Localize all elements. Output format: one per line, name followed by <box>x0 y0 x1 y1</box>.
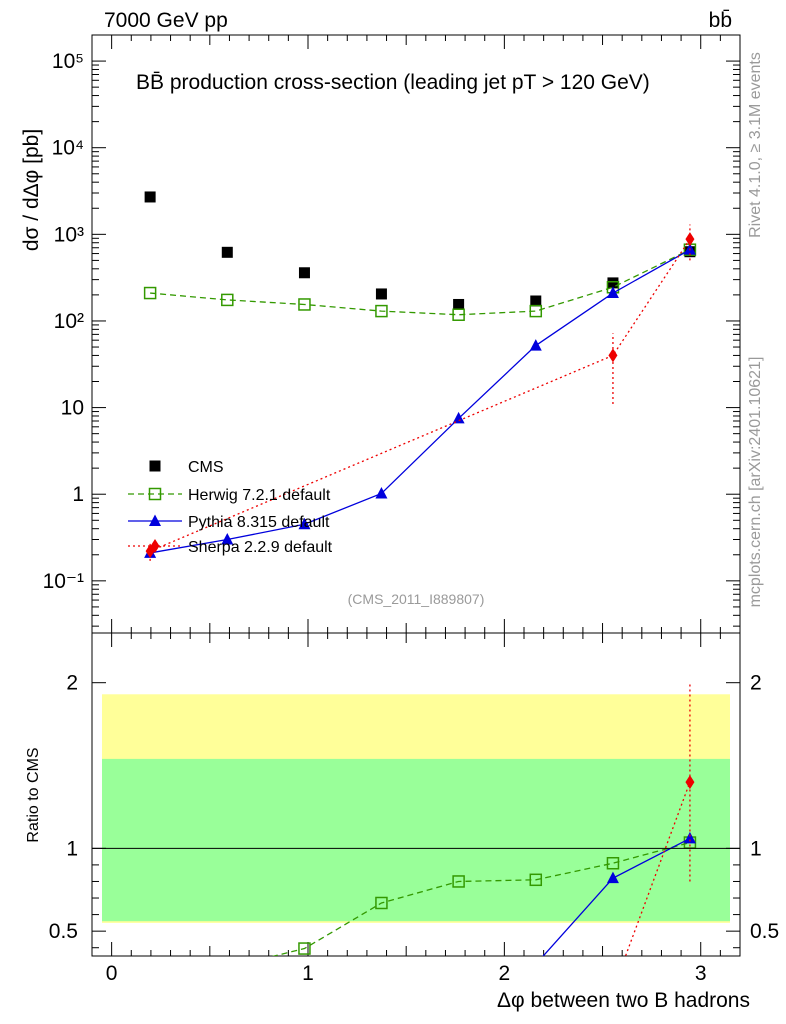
legend-cms-label: CMS <box>188 459 224 476</box>
ratio-series-group <box>144 682 697 1021</box>
main-y-tick-label: 10² <box>54 310 84 333</box>
main-cms-point <box>298 267 310 279</box>
ratio-herwig-point <box>222 962 233 973</box>
process-label: bb̄ <box>709 9 732 32</box>
main-y-tick-label: 10⁻¹ <box>43 570 84 593</box>
main-cms-point <box>375 288 387 300</box>
main-y-tick-label: 10⁵ <box>52 50 84 73</box>
ratio-y-tick-label-right: 2 <box>750 672 762 695</box>
main-cms-point <box>453 298 465 310</box>
main-y-tick-label: 10³ <box>54 223 84 246</box>
main-sherpa-line <box>149 238 691 552</box>
ratio-y-tick-label-left: 0.5 <box>49 920 78 943</box>
legend-pythia-label: Pythia 8.315 default <box>188 514 330 531</box>
ratio-pythia-point <box>530 958 542 970</box>
main-cms-point <box>607 277 619 289</box>
ratio-herwig-point <box>145 996 156 1007</box>
ratio-y-tick-label-left: 2 <box>66 672 78 695</box>
ratio-herwig-point <box>606 856 620 870</box>
legend-sherpa-label: Sherpa 2.2.9 default <box>188 539 333 556</box>
main-herwig-point <box>143 286 157 300</box>
x-axis-title: Δφ between two B hadrons <box>497 989 750 1012</box>
ratio-pythia-point <box>298 1007 310 1019</box>
main-cms-point <box>221 246 233 258</box>
legend: CMS Herwig 7.2.1 default Pythia 8.315 defa… <box>128 459 333 556</box>
ratio-herwig-point <box>375 896 388 910</box>
main-cms-point <box>144 191 156 203</box>
ratio-panel-frame <box>91 632 741 957</box>
main-pythia-point <box>375 486 388 499</box>
legend-herwig-label: Herwig 7.2.1 default <box>188 487 331 504</box>
main-sherpa-point <box>608 348 618 363</box>
x-tick-label: 1 <box>302 962 314 985</box>
ratio-y-tick-label-right: 1 <box>750 837 762 860</box>
main-series-group <box>143 191 697 561</box>
main-pythia-line <box>150 249 691 554</box>
ratio-y-tick-labels: 0.5 0.5 1 1 2 2 <box>49 672 779 943</box>
main-pythia-point <box>221 533 234 545</box>
x-tick-label: 0 <box>106 962 118 985</box>
ratio-pythia-point <box>683 831 696 844</box>
main-herwig-point <box>221 293 234 307</box>
analysis-id-label: (CMS_2011_I889807) <box>348 591 485 607</box>
main-pythia-point <box>298 517 311 530</box>
legend-sherpa-marker <box>150 539 160 553</box>
beam-label: 7000 GeV pp <box>104 9 228 32</box>
main-pythia-point <box>529 339 542 351</box>
mcplots-label: mcplots.cern.ch [arXiv:2401.10621] <box>747 357 764 608</box>
main-herwig-point <box>452 308 465 321</box>
ratio-y-tick-label-right: 0.5 <box>750 920 779 943</box>
ratio-herwig-point <box>529 873 543 887</box>
axis-ticks <box>92 34 740 956</box>
ratio-herwig-line <box>271 841 691 956</box>
main-y-axis-title: dσ / dΔφ [pb] <box>20 129 43 251</box>
x-tick-labels: 0 1 2 3 <box>106 962 707 985</box>
main-y-tick-label: 10 <box>61 397 84 420</box>
ratio-sherpa-point <box>146 1007 155 1021</box>
ratio-pythia-point <box>144 1007 156 1019</box>
main-y-tick-label: 10⁴ <box>52 137 84 160</box>
x-tick-label: 2 <box>499 962 511 985</box>
main-herwig-point <box>375 304 388 318</box>
x-tick-label: 3 <box>695 962 707 985</box>
ratio-herwig-point <box>452 875 465 888</box>
main-y-tick-label: 1 <box>72 483 84 506</box>
main-y-tick-labels: 10⁻¹ 1 10 10² 10³ 10⁴ 10⁵ <box>43 50 84 593</box>
ratio-pythia-point <box>221 1007 233 1019</box>
main-herwig-point <box>529 304 543 318</box>
legend-cms-marker <box>149 460 161 472</box>
ratio-band-1 <box>102 758 730 922</box>
legend-pythia-marker <box>149 514 161 526</box>
ratio-bands <box>102 694 730 923</box>
ratio-y-axis-title: Ratio to CMS <box>25 747 42 842</box>
ratio-y-tick-label-left: 1 <box>66 837 78 860</box>
ratio-pythia-point <box>375 1007 387 1019</box>
main-herwig-line <box>150 249 691 316</box>
ratio-sherpa-point <box>685 775 695 790</box>
main-sherpa-point <box>685 232 695 247</box>
ratio-herwig-point <box>298 942 311 955</box>
ratio-pythia-point <box>606 871 619 884</box>
ratio-sherpa-line <box>624 781 691 956</box>
ratio-pythia-point <box>453 1000 465 1012</box>
ratio-pythia-line <box>542 837 691 956</box>
legend-herwig-marker <box>148 487 162 501</box>
rivet-version-label: Rivet 4.1.0, ≥ 3.1M events <box>747 52 764 238</box>
main-herwig-point <box>298 298 311 311</box>
chart-title: BB̄ production cross-section (leading je… <box>136 71 650 94</box>
main-pythia-point <box>606 286 619 299</box>
main-cms-point <box>530 295 542 307</box>
main-pythia-point <box>452 411 465 424</box>
